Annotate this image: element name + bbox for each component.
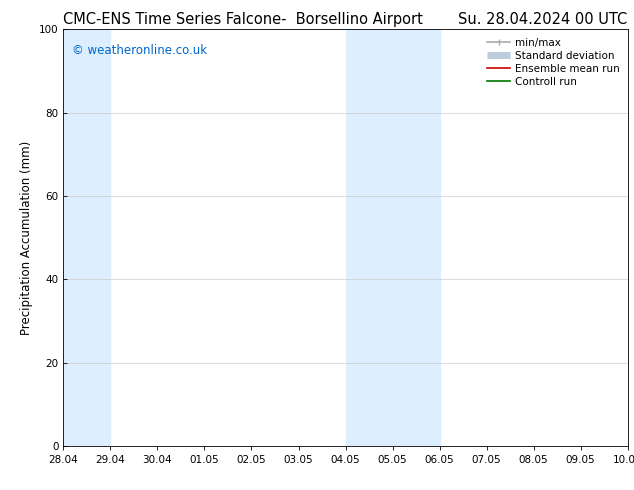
Y-axis label: Precipitation Accumulation (mm): Precipitation Accumulation (mm) — [20, 141, 34, 335]
Text: © weatheronline.co.uk: © weatheronline.co.uk — [72, 44, 207, 57]
Legend: min/max, Standard deviation, Ensemble mean run, Controll run: min/max, Standard deviation, Ensemble me… — [484, 35, 623, 90]
Text: Su. 28.04.2024 00 UTC: Su. 28.04.2024 00 UTC — [458, 12, 628, 27]
Bar — [346, 29, 439, 446]
Text: CMC-ENS Time Series Falcone-  Borsellino Airport: CMC-ENS Time Series Falcone- Borsellino … — [63, 12, 424, 27]
Bar — [63, 29, 110, 446]
